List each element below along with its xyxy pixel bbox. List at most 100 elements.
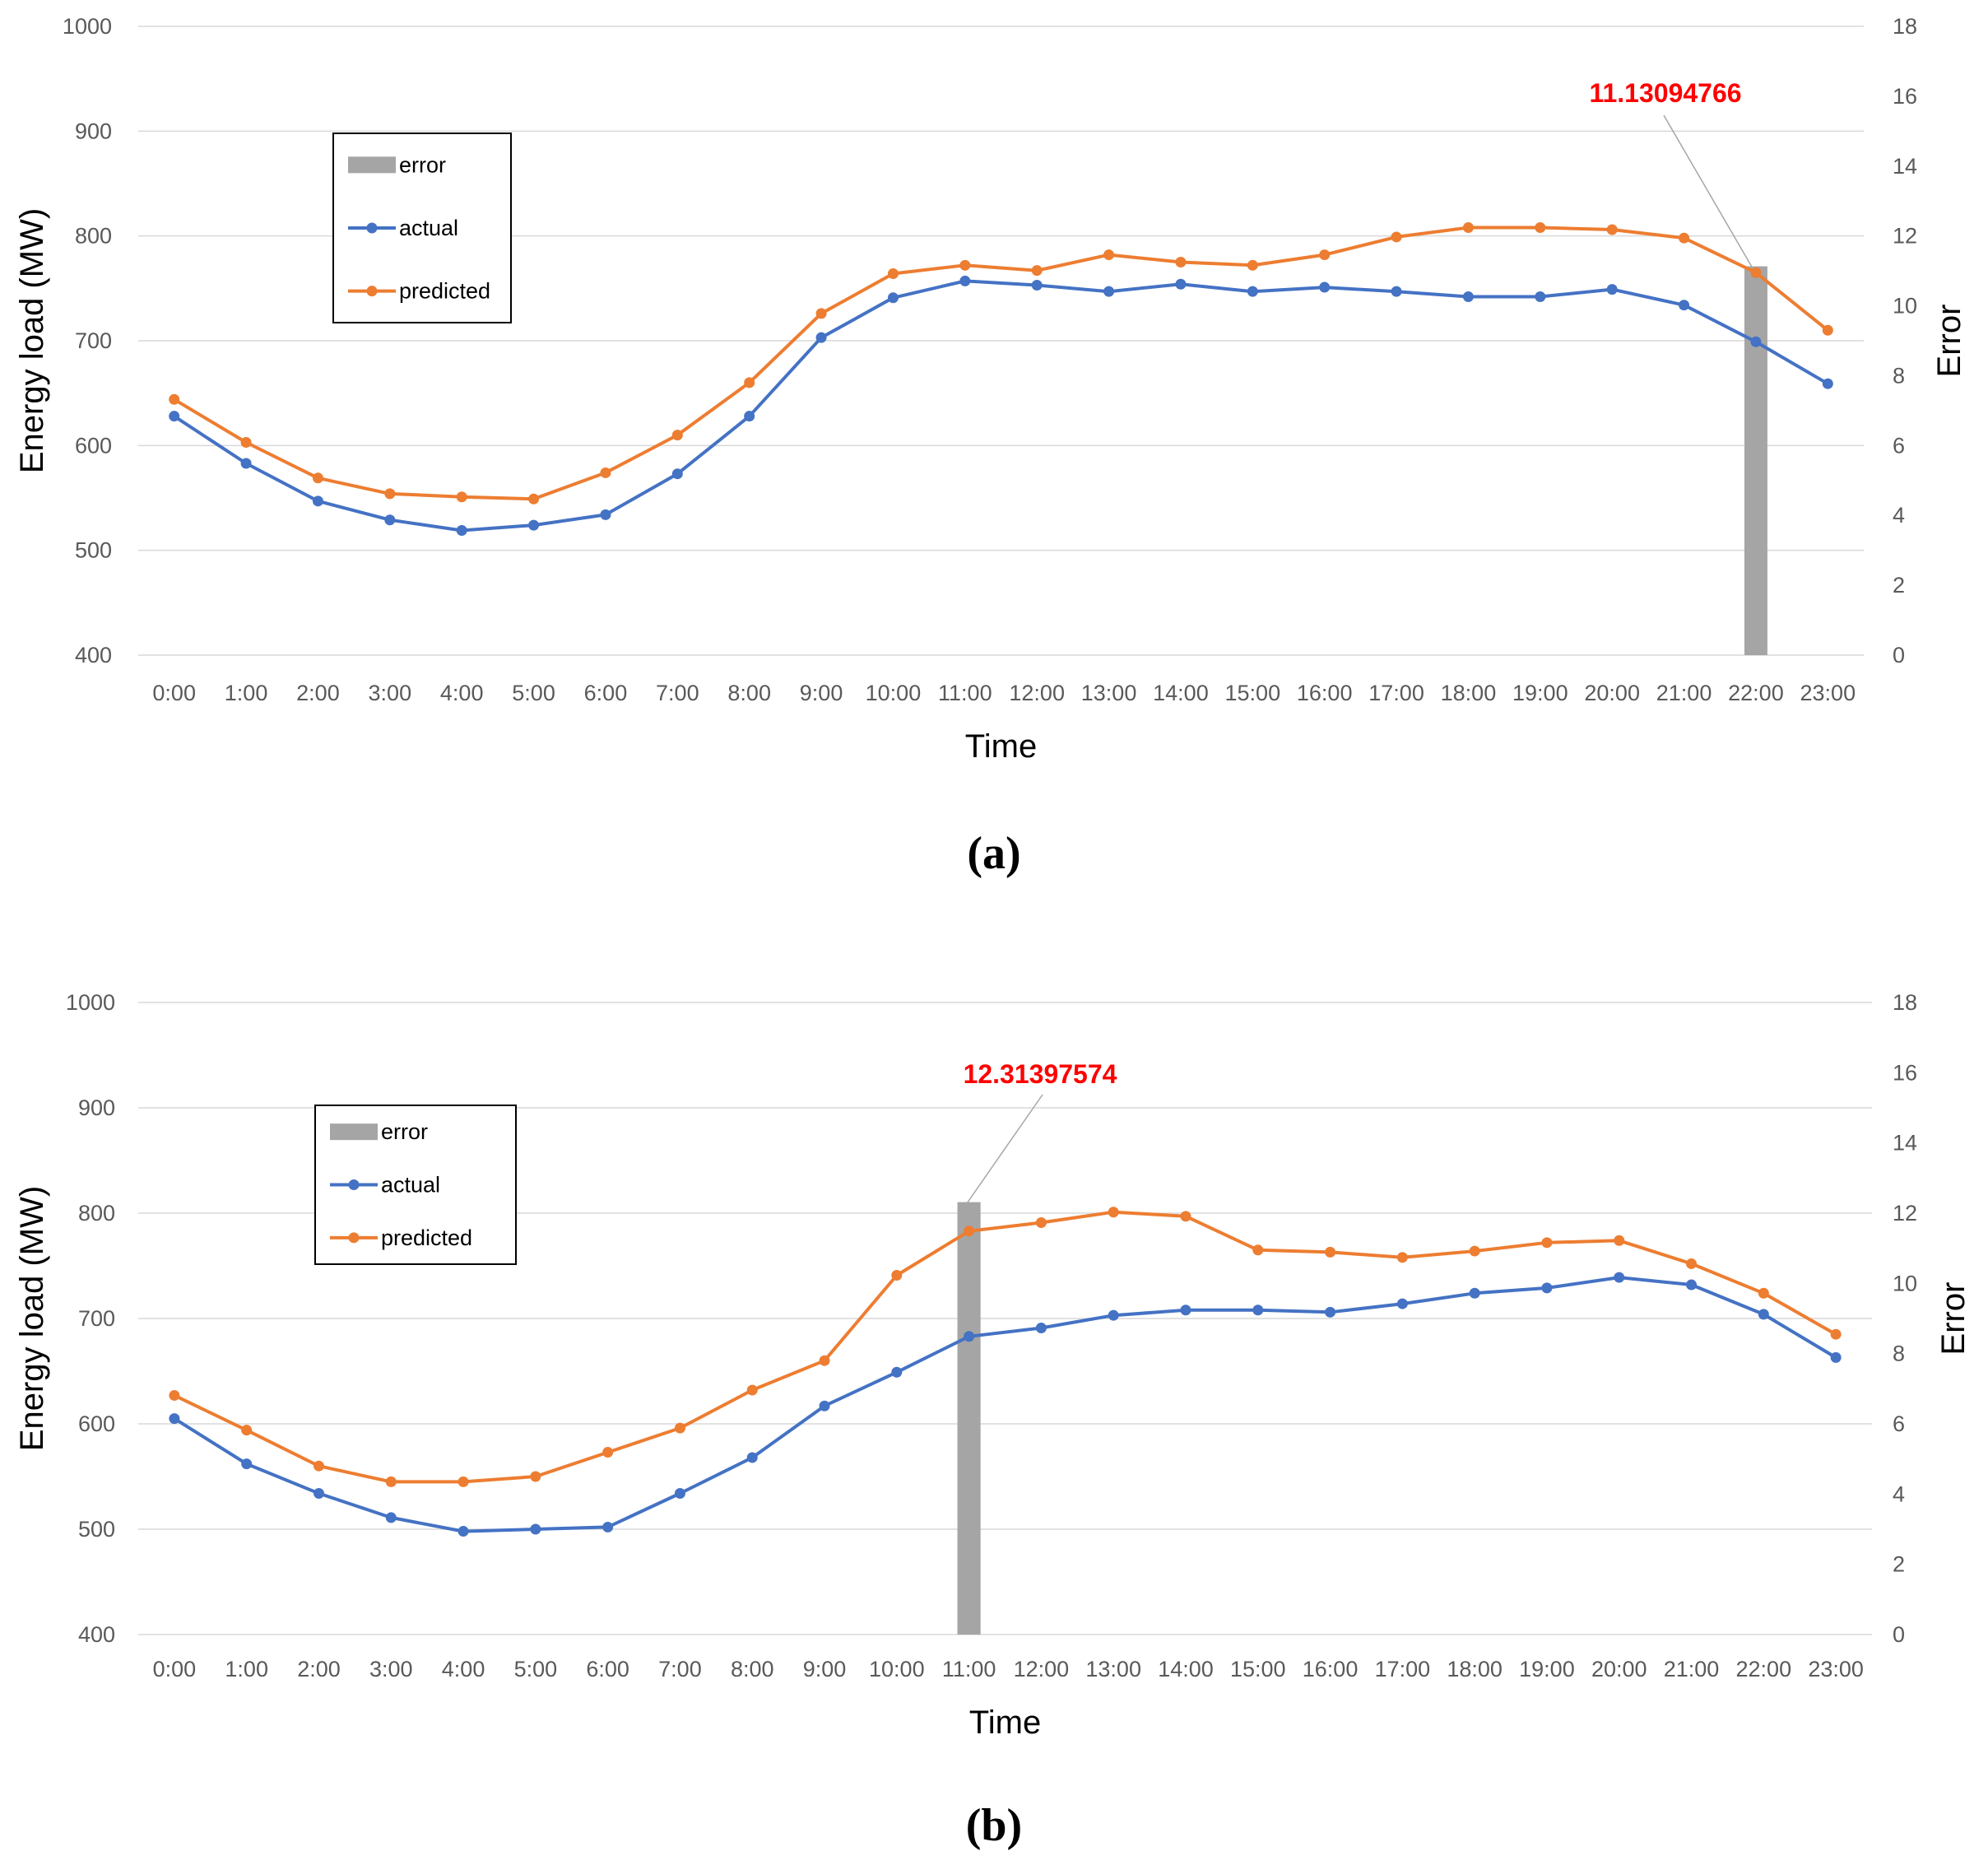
predicted-point [1175,257,1187,267]
predicted-point [891,1270,903,1281]
actual-point [1108,1309,1119,1321]
actual-point [1325,1306,1336,1318]
y-tick-label: 1000 [63,14,112,39]
annotation-leader-line [964,1094,1043,1207]
x-tick-label: 11:00 [938,681,992,705]
actual-point [600,509,611,520]
y-tick-label: 600 [75,433,112,458]
y-tick-label: 800 [75,224,112,249]
legend-swatch-error [348,156,396,174]
y2-tick-label: 16 [1893,84,1917,109]
y-axis-title: Energy load (MW) [14,1186,50,1451]
legend: error actual predicted [314,1105,517,1265]
legend-label-error: error [399,152,446,177]
x-tick-label: 8:00 [731,1657,774,1681]
predicted-point [169,1389,180,1401]
y-tick-label: 400 [78,1622,115,1647]
y2-tick-label: 12 [1893,224,1917,249]
actual-point [959,275,971,286]
error-annotation: 11.13094766 [1589,78,1741,108]
x-tick-label: 2:00 [296,681,340,705]
predicted-point [1830,1328,1842,1340]
actual-point [240,458,252,469]
y2-tick-label: 8 [1893,363,1905,388]
y2-tick-label: 4 [1893,503,1905,528]
predicted-point [313,1460,324,1472]
x-axis-title: Time [965,728,1037,765]
actual-point [746,1452,758,1463]
x-tick-label: 14:00 [1158,1657,1214,1681]
predicted-point [964,1226,975,1237]
legend-label-actual: actual [399,216,458,240]
predicted-point [1247,259,1258,271]
actual-point [1031,280,1043,291]
y2-tick-label: 10 [1893,294,1917,319]
legend: error actual predicted [332,133,512,323]
legend-marker-predicted [348,1232,360,1244]
y2-tick-label: 4 [1893,1481,1905,1506]
actual-point [1830,1351,1842,1363]
actual-point [312,495,323,507]
y2-tick-label: 14 [1893,154,1917,179]
x-tick-label: 10:00 [869,1657,925,1681]
predicted-point [744,377,755,388]
y2-tick-label: 6 [1893,433,1905,458]
actual-point [1035,1323,1047,1334]
y2-tick-label: 10 [1893,1271,1917,1295]
x-tick-label: 17:00 [1375,1657,1431,1681]
chart-panel-a: 1000 900 800 700 600 500 400 18 16 14 12 10 8 6 4 2 0 0:0… [14,14,1967,879]
actual-point [1535,291,1546,303]
actual-point [530,1523,541,1535]
legend-label-predicted: predicted [381,1226,472,1250]
x-tick-label: 2:00 [297,1657,341,1681]
actual-point [528,519,540,531]
actual-point [819,1400,830,1412]
actual-point [671,468,683,480]
y2-tick-label: 8 [1893,1342,1905,1366]
predicted-point [1396,1252,1408,1263]
x-tick-label: 22:00 [1736,1657,1792,1681]
predicted-point [819,1355,830,1366]
x-tick-label: 6:00 [586,1657,629,1681]
y2-tick-label: 14 [1893,1131,1917,1156]
predicted-point [1686,1258,1698,1269]
predicted-point [384,488,396,500]
actual-line [173,1276,1837,1533]
x-tick-label: 21:00 [1656,681,1712,705]
x-tick-label: 15:00 [1225,681,1281,705]
actual-point [169,1413,180,1425]
predicted-point [815,308,827,319]
actual-point [1679,300,1690,311]
actual-point [241,1458,253,1470]
x-tick-label: 18:00 [1441,681,1497,705]
x-tick-label: 4:00 [442,1657,485,1681]
actual-point [1822,378,1833,389]
predicted-point [959,259,971,271]
x-tick-label: 15:00 [1230,1657,1286,1681]
predicted-point [458,1476,469,1487]
predicted-point [530,1471,541,1482]
actual-point [313,1487,324,1499]
actual-point [1391,286,1402,297]
x-tick-label: 5:00 [514,1657,558,1681]
actual-point [1541,1282,1553,1294]
legend-label-error: error [381,1119,428,1144]
predicted-point [1319,249,1331,261]
predicted-point [1031,265,1043,277]
y2-tick-label: 2 [1893,573,1905,598]
x-tick-label: 1:00 [225,681,268,705]
x-tick-label: 23:00 [1800,681,1856,705]
x-tick-label: 19:00 [1512,681,1568,705]
y2-tick-label: 12 [1893,1201,1917,1226]
legend-label-actual: actual [381,1173,440,1198]
predicted-point [887,268,899,280]
actual-point [1103,286,1115,297]
predicted-point [674,1422,685,1434]
actual-point [385,1512,397,1523]
legend-marker-predicted [366,286,378,297]
x-tick-label: 17:00 [1368,681,1424,705]
y-tick-label: 900 [75,119,112,143]
x-tick-label: 19:00 [1519,1657,1575,1681]
predicted-point [1035,1217,1047,1229]
